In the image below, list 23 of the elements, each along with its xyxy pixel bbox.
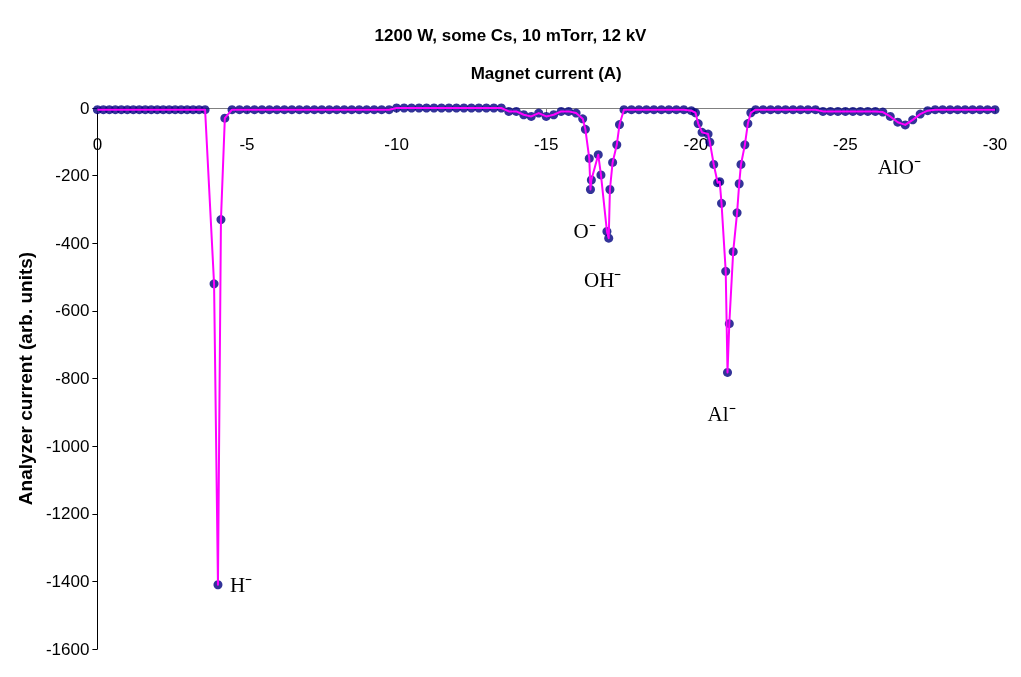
x-tick-label: -15	[533, 135, 559, 154]
y-tick-label: -400	[55, 233, 90, 253]
x-tick-label: -30	[982, 135, 1008, 154]
y-tick-label: -1000	[45, 436, 90, 456]
chart-title: 1200 W, some Cs, 10 mTorr, 12 kV	[374, 26, 648, 45]
annotation: O⁻	[573, 219, 596, 244]
annotation: AlO⁻	[877, 154, 921, 179]
x-tick-label: -25	[833, 135, 858, 154]
x-tick-label: -20	[683, 135, 709, 154]
y-tick-label: -1200	[45, 504, 90, 524]
annotation: Al⁻	[707, 402, 736, 427]
y-tick-label: -600	[55, 301, 90, 321]
y-tick-label: 0	[79, 98, 90, 118]
x-tick-label: -10	[384, 135, 409, 154]
x-axis-title: Magnet current (A)	[470, 64, 622, 83]
y-tick-label: -200	[55, 166, 90, 186]
annotation: H⁻	[229, 572, 253, 597]
y-tick-label: -1600	[45, 639, 90, 659]
y-tick-label: -1400	[45, 571, 90, 591]
annotation: OH⁻	[584, 268, 622, 293]
y-tick-label: -800	[55, 369, 90, 388]
y-axis-title: Analyzer current (arb. units)	[15, 251, 36, 506]
x-tick-label: -5	[239, 135, 255, 154]
